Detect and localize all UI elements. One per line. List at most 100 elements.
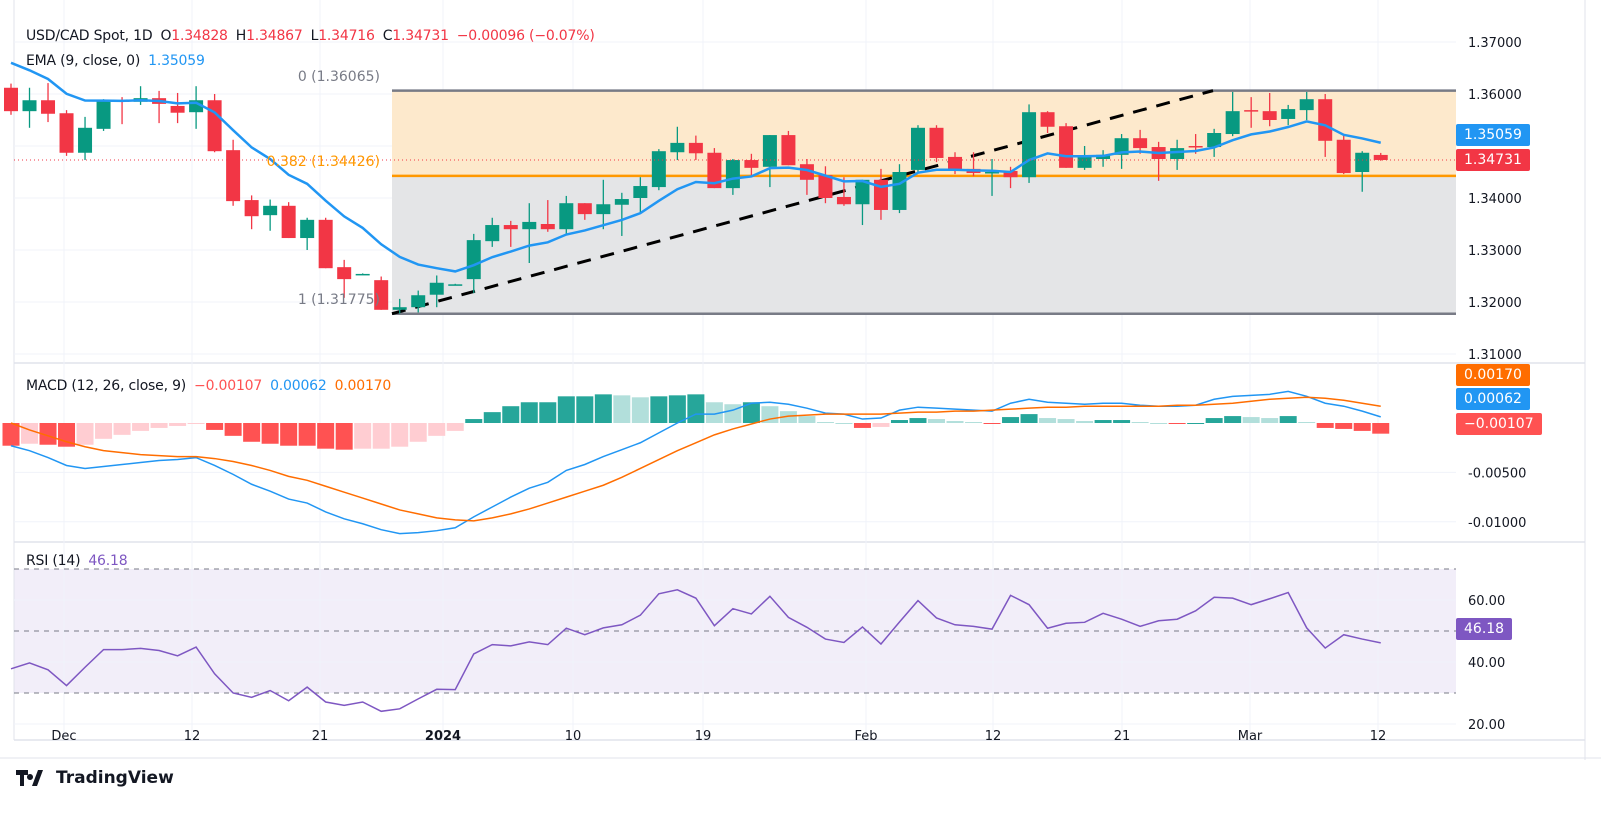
macd-value: 0.00062 [270,378,327,394]
macd-histogram-bar [261,423,279,444]
price-tick-label: 1.34000 [1468,192,1522,207]
candle-body [300,219,315,239]
rsi-line [10,588,1381,713]
macd-histogram-bar [280,423,298,446]
candle-body [1022,112,1037,178]
macd-histogram-bar [76,423,94,445]
ema-label: EMA (9, close, 0) [26,53,141,69]
rsi-tick-label: 40.00 [1468,656,1505,671]
ema-price-badge: 1.35059 [1456,124,1530,146]
macd-histogram-bar [613,395,631,423]
macd-histogram-bar [187,423,205,424]
macd-histogram-bar [2,423,20,446]
candle [411,290,426,313]
macd-histogram-bar [1372,423,1390,434]
candle [503,220,518,247]
macd-histogram-bar [946,421,964,423]
macd-histogram-bar [594,394,612,423]
macd-legend[interactable]: MACD (12, 26, close, 9) −0.00107 0.00062 0.… [26,378,399,394]
candle-body [614,199,629,205]
candle-body [651,151,666,188]
time-axis[interactable]: Dec 12 21 2024 10 19 Feb 12 21 Mar 12 [51,729,1386,744]
candle-body [189,100,204,113]
price-tick-label: 1.36000 [1468,88,1522,103]
macd-histogram-bar [113,423,131,435]
candle-body [1281,109,1296,119]
ema-legend[interactable]: EMA (9, close, 0) 1.35059 [26,53,213,69]
candle-body [1355,152,1370,172]
price-tick-label: 1.32000 [1468,296,1522,311]
macd-histogram-bar [983,423,1001,424]
candle-body [96,100,111,129]
candle-body [725,160,740,189]
candle [799,159,814,195]
candle-body [559,203,574,230]
candle [318,217,333,269]
candle [22,87,37,128]
symbol-legend[interactable]: USD/CAD Spot, 1D O1.34828 H1.34867 L1.34716… [26,28,603,44]
macd-histogram-bar [391,423,409,447]
price-axis[interactable]: 1.37000 1.36000 1.34000 1.33000 1.32000 1.310… [1468,36,1522,363]
candle [374,276,389,310]
macd-histogram-bar [650,396,668,423]
candle [577,203,592,220]
macd-histogram-bar [1353,423,1371,431]
candle-body [836,196,851,205]
macd-histogram-bar [1039,418,1057,423]
macd-histogram-bar [853,423,871,428]
fib-zone-0382-1 [392,175,1456,314]
candle [855,179,870,226]
macd-histogram-bar [1316,423,1334,428]
macd-histogram-bar [1335,423,1353,429]
macd-histogram-bar [890,420,908,423]
rsi-legend[interactable]: RSI (14) 46.18 [26,553,135,569]
macd-histogram-bar [520,402,538,423]
close-price-badge: 1.34731 [1456,149,1530,171]
candle-body [1188,146,1203,148]
candle [1022,104,1037,183]
candle-body [41,100,56,114]
candle [1003,166,1018,189]
ema-line [10,61,1382,273]
rsi-axis[interactable]: 60.00 40.00 20.00 [1468,594,1505,733]
candle [244,195,259,230]
macd-histogram-bar [1150,423,1168,424]
macd-histogram-bar [1094,420,1112,423]
macd-histogram-bar [724,404,742,423]
candle-body [392,307,407,310]
candle-body [1262,111,1277,120]
candle [1355,151,1370,192]
candle [744,153,759,176]
price-tick-label: 1.37000 [1468,36,1522,51]
macd-histogram-bar [298,423,316,446]
time-tick-label: Dec [51,729,76,744]
macd-histogram-bar [742,402,760,423]
candle-body [318,219,333,269]
macd-histogram-bar [631,397,649,423]
macd-histogram-bar [798,416,816,423]
open-label: O [160,28,172,44]
candle [1225,91,1240,137]
candle-body [1114,138,1129,155]
high-value: 1.34867 [246,28,303,44]
macd-hist-value: −0.00107 [194,378,263,394]
macd-histogram-bar [206,423,224,430]
candle [78,116,93,161]
macd-histogram-bar [21,423,39,444]
tradingview-logo[interactable]: TradingView [16,768,174,788]
macd-axis[interactable]: -0.00500 -0.01000 [1468,466,1526,530]
price-tick-label: 1.33000 [1468,244,1522,259]
macd-histogram-bar [687,394,705,423]
macd-histogram-bar [816,422,834,424]
macd-histogram-bar [909,418,927,423]
macd-histogram-bar [1242,417,1260,423]
candle [614,192,629,236]
candle [1336,135,1351,175]
macd-histogram-bar [539,402,557,423]
candle [651,149,666,191]
candle-body [4,87,18,112]
macd-hist-badge: −0.00107 [1456,413,1542,435]
trend-line-dashed[interactable] [391,89,1214,316]
macd-tick-label: -0.01000 [1468,516,1526,531]
